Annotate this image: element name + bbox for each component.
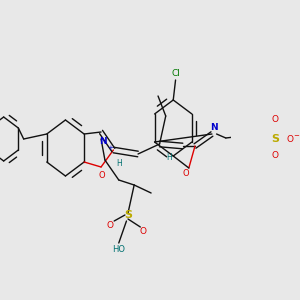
Text: O: O: [272, 152, 279, 160]
Text: HO: HO: [112, 245, 125, 254]
Text: N: N: [210, 124, 217, 133]
Text: S: S: [124, 210, 132, 220]
Text: H: H: [166, 154, 172, 163]
Text: H: H: [117, 160, 122, 169]
Text: N: N: [99, 136, 106, 146]
Text: O: O: [139, 227, 146, 236]
Text: O: O: [182, 169, 189, 178]
Text: +: +: [107, 145, 113, 151]
Text: O: O: [107, 220, 114, 230]
Text: S: S: [271, 134, 279, 144]
Text: O: O: [287, 136, 294, 145]
Text: −: −: [294, 133, 300, 139]
Text: Cl: Cl: [171, 70, 180, 79]
Text: O: O: [98, 170, 105, 179]
Text: O: O: [272, 116, 279, 124]
